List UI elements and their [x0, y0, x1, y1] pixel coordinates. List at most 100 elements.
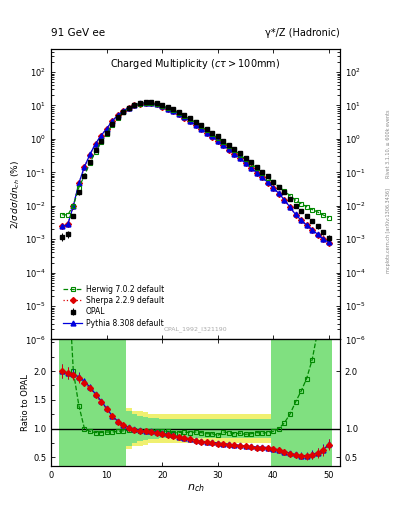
- Sherpa 2.2.9 default: [215, 138, 220, 144]
- Sherpa 2.2.9 default: [149, 100, 153, 106]
- Sherpa 2.2.9 default: [176, 111, 181, 117]
- Herwig 7.0.2 default: [165, 104, 170, 111]
- Herwig 7.0.2 default: [143, 100, 148, 106]
- Herwig 7.0.2 default: [288, 193, 292, 199]
- Herwig 7.0.2 default: [265, 175, 270, 181]
- Sherpa 2.2.9 default: [210, 134, 215, 140]
- Sherpa 2.2.9 default: [293, 211, 298, 218]
- Herwig 7.0.2 default: [127, 105, 131, 111]
- Herwig 7.0.2 default: [182, 113, 187, 119]
- Sherpa 2.2.9 default: [238, 156, 242, 162]
- Herwig 7.0.2 default: [243, 156, 248, 162]
- Herwig 7.0.2 default: [176, 110, 181, 116]
- Herwig 7.0.2 default: [271, 179, 275, 185]
- Sherpa 2.2.9 default: [204, 130, 209, 136]
- Herwig 7.0.2 default: [149, 100, 153, 106]
- Sherpa 2.2.9 default: [60, 223, 64, 229]
- Herwig 7.0.2 default: [71, 203, 76, 209]
- Herwig 7.0.2 default: [299, 201, 303, 207]
- Sherpa 2.2.9 default: [93, 141, 98, 147]
- X-axis label: $n_{ch}$: $n_{ch}$: [187, 482, 204, 495]
- Sherpa 2.2.9 default: [187, 118, 192, 124]
- Sherpa 2.2.9 default: [127, 104, 131, 111]
- Sherpa 2.2.9 default: [182, 115, 187, 121]
- Sherpa 2.2.9 default: [315, 231, 320, 238]
- Y-axis label: $2/\sigma\,d\sigma/dn_{ch}$ (%): $2/\sigma\,d\sigma/dn_{ch}$ (%): [10, 159, 22, 229]
- Herwig 7.0.2 default: [187, 116, 192, 122]
- Herwig 7.0.2 default: [60, 211, 64, 218]
- Sherpa 2.2.9 default: [110, 118, 114, 124]
- Sherpa 2.2.9 default: [232, 151, 237, 157]
- Sherpa 2.2.9 default: [299, 217, 303, 223]
- Sherpa 2.2.9 default: [304, 222, 309, 228]
- Sherpa 2.2.9 default: [327, 240, 331, 246]
- Herwig 7.0.2 default: [293, 197, 298, 203]
- Herwig 7.0.2 default: [199, 123, 204, 129]
- Sherpa 2.2.9 default: [171, 108, 176, 114]
- Herwig 7.0.2 default: [160, 103, 165, 109]
- Line: Herwig 7.0.2 default: Herwig 7.0.2 default: [60, 100, 331, 220]
- Herwig 7.0.2 default: [321, 212, 326, 218]
- Sherpa 2.2.9 default: [88, 152, 92, 158]
- Herwig 7.0.2 default: [193, 119, 198, 125]
- Herwig 7.0.2 default: [210, 131, 215, 137]
- Sherpa 2.2.9 default: [271, 185, 275, 191]
- Sherpa 2.2.9 default: [310, 227, 314, 233]
- Line: Sherpa 2.2.9 default: Sherpa 2.2.9 default: [60, 101, 331, 245]
- Sherpa 2.2.9 default: [65, 221, 70, 227]
- Herwig 7.0.2 default: [226, 143, 231, 149]
- Herwig 7.0.2 default: [310, 206, 314, 212]
- Y-axis label: Ratio to OPAL: Ratio to OPAL: [21, 374, 30, 431]
- Sherpa 2.2.9 default: [260, 175, 264, 181]
- Sherpa 2.2.9 default: [104, 125, 109, 132]
- Herwig 7.0.2 default: [204, 127, 209, 133]
- Sherpa 2.2.9 default: [277, 190, 281, 197]
- Herwig 7.0.2 default: [327, 215, 331, 221]
- Sherpa 2.2.9 default: [121, 108, 126, 114]
- Sherpa 2.2.9 default: [288, 204, 292, 210]
- Herwig 7.0.2 default: [277, 184, 281, 190]
- Herwig 7.0.2 default: [171, 107, 176, 113]
- Sherpa 2.2.9 default: [160, 103, 165, 110]
- Herwig 7.0.2 default: [315, 209, 320, 215]
- Sherpa 2.2.9 default: [199, 126, 204, 132]
- Sherpa 2.2.9 default: [221, 142, 226, 148]
- Herwig 7.0.2 default: [77, 184, 81, 190]
- Sherpa 2.2.9 default: [138, 100, 142, 106]
- Herwig 7.0.2 default: [88, 160, 92, 166]
- Herwig 7.0.2 default: [249, 161, 253, 167]
- Sherpa 2.2.9 default: [82, 164, 87, 170]
- Sherpa 2.2.9 default: [99, 133, 103, 139]
- Herwig 7.0.2 default: [65, 212, 70, 218]
- Sherpa 2.2.9 default: [226, 146, 231, 153]
- Herwig 7.0.2 default: [138, 100, 142, 106]
- Text: γ*/Z (Hadronic): γ*/Z (Hadronic): [265, 28, 340, 38]
- Herwig 7.0.2 default: [104, 131, 109, 137]
- Text: Rivet 3.1.10, ≥ 600k events: Rivet 3.1.10, ≥ 600k events: [386, 109, 391, 178]
- Text: mcplots.cern.ch [arXiv:1306.3436]: mcplots.cern.ch [arXiv:1306.3436]: [386, 188, 391, 273]
- Sherpa 2.2.9 default: [243, 160, 248, 166]
- Herwig 7.0.2 default: [238, 152, 242, 158]
- Sherpa 2.2.9 default: [193, 122, 198, 128]
- Herwig 7.0.2 default: [221, 139, 226, 145]
- Herwig 7.0.2 default: [116, 115, 120, 121]
- Sherpa 2.2.9 default: [77, 180, 81, 186]
- Sherpa 2.2.9 default: [154, 101, 159, 108]
- Herwig 7.0.2 default: [232, 147, 237, 154]
- Sherpa 2.2.9 default: [321, 236, 326, 242]
- Herwig 7.0.2 default: [99, 139, 103, 145]
- Herwig 7.0.2 default: [110, 122, 114, 128]
- Text: Charged Multiplicity $(c\tau > 100\mathrm{mm})$: Charged Multiplicity $(c\tau > 100\mathr…: [110, 57, 281, 71]
- Sherpa 2.2.9 default: [282, 197, 287, 203]
- Sherpa 2.2.9 default: [143, 100, 148, 106]
- Herwig 7.0.2 default: [132, 102, 137, 108]
- Text: OPAL_1992_I321190: OPAL_1992_I321190: [164, 327, 227, 332]
- Sherpa 2.2.9 default: [249, 165, 253, 171]
- Legend: Herwig 7.0.2 default, Sherpa 2.2.9 default, OPAL, Pythia 8.308 default: Herwig 7.0.2 default, Sherpa 2.2.9 defau…: [61, 283, 167, 330]
- Herwig 7.0.2 default: [154, 101, 159, 107]
- Text: 91 GeV ee: 91 GeV ee: [51, 28, 105, 38]
- Sherpa 2.2.9 default: [132, 102, 137, 108]
- Herwig 7.0.2 default: [82, 173, 87, 179]
- Sherpa 2.2.9 default: [165, 105, 170, 112]
- Herwig 7.0.2 default: [304, 204, 309, 210]
